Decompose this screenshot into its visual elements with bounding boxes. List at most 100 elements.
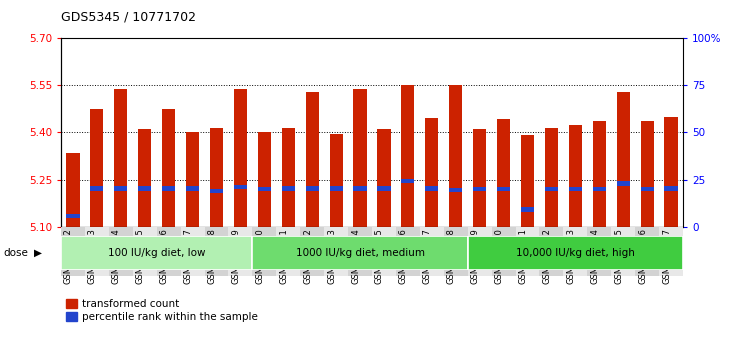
Text: GSM1502422: GSM1502422 (304, 228, 312, 284)
Bar (612, 227, 635, 276)
Text: ▶: ▶ (34, 248, 42, 258)
Bar (593, 121, 606, 227)
Text: GSM1502421: GSM1502421 (279, 228, 288, 284)
Bar (210, 128, 223, 227)
Text: GSM1502436: GSM1502436 (638, 228, 647, 284)
Bar (516, 227, 539, 276)
Text: GSM1502424: GSM1502424 (351, 228, 360, 284)
Text: GSM1502435: GSM1502435 (615, 228, 623, 284)
Bar (324, 227, 348, 276)
Bar (664, 187, 678, 191)
Text: GSM1502417: GSM1502417 (184, 228, 193, 284)
Bar (545, 187, 558, 191)
Bar (282, 128, 295, 227)
Bar (664, 117, 678, 227)
Bar (396, 227, 420, 276)
Bar (115, 89, 127, 227)
Bar (66, 153, 80, 227)
Bar (372, 227, 396, 276)
Bar (659, 227, 683, 276)
Bar (443, 227, 468, 276)
Bar (210, 189, 223, 193)
Bar (186, 187, 199, 191)
Text: GSM1502431: GSM1502431 (519, 228, 527, 284)
Bar (90, 187, 103, 191)
Bar (66, 214, 80, 218)
Bar (377, 187, 391, 191)
Bar (234, 89, 247, 227)
Bar (282, 187, 295, 191)
Text: GSM1502437: GSM1502437 (662, 228, 671, 284)
Text: 100 IU/kg diet, low: 100 IU/kg diet, low (108, 248, 205, 258)
Bar (521, 208, 534, 212)
Bar (138, 129, 151, 227)
Bar (641, 187, 654, 191)
Text: GSM1502430: GSM1502430 (495, 228, 504, 284)
Bar (473, 129, 487, 227)
Bar (617, 91, 629, 227)
Bar (545, 128, 558, 227)
Bar (348, 227, 372, 276)
Bar (593, 187, 606, 191)
Bar (587, 227, 612, 276)
Text: GSM1502423: GSM1502423 (327, 228, 336, 284)
Bar (276, 227, 301, 276)
Text: GSM1502427: GSM1502427 (423, 228, 432, 284)
Text: 1000 IU/kg diet, medium: 1000 IU/kg diet, medium (295, 248, 425, 258)
Text: 10,000 IU/kg diet, high: 10,000 IU/kg diet, high (516, 248, 635, 258)
Bar (330, 187, 343, 191)
Bar (85, 227, 109, 276)
Text: GSM1502428: GSM1502428 (446, 228, 456, 284)
Bar (353, 187, 367, 191)
Text: GSM1502415: GSM1502415 (135, 228, 145, 284)
Bar (61, 227, 85, 276)
Bar (138, 187, 151, 191)
Bar (330, 134, 343, 227)
Bar (162, 109, 176, 227)
Bar (181, 227, 205, 276)
Bar (157, 227, 181, 276)
Bar (401, 179, 414, 183)
Text: GSM1502434: GSM1502434 (590, 228, 599, 284)
Text: GSM1502418: GSM1502418 (208, 228, 217, 284)
Bar (252, 236, 468, 270)
Text: GSM1502412: GSM1502412 (64, 228, 73, 284)
Bar (257, 187, 271, 191)
Text: GSM1502429: GSM1502429 (471, 228, 480, 284)
Bar (426, 187, 438, 191)
Text: dose: dose (4, 248, 28, 258)
Bar (401, 85, 414, 227)
Bar (568, 187, 582, 191)
Bar (306, 187, 318, 191)
Bar (132, 227, 157, 276)
Bar (563, 227, 587, 276)
Bar (539, 227, 563, 276)
Bar (162, 187, 176, 191)
Text: GSM1502416: GSM1502416 (160, 228, 169, 284)
Text: GSM1502426: GSM1502426 (399, 228, 408, 284)
Bar (568, 125, 582, 227)
Bar (90, 109, 103, 227)
Bar (468, 236, 683, 270)
Bar (353, 89, 367, 227)
Text: GSM1502413: GSM1502413 (88, 228, 97, 284)
Bar (205, 227, 228, 276)
Text: GSM1502419: GSM1502419 (231, 228, 240, 284)
Text: GSM1502414: GSM1502414 (112, 228, 121, 284)
Bar (115, 187, 127, 191)
Bar (497, 119, 510, 227)
Bar (377, 129, 391, 227)
Bar (301, 227, 324, 276)
Bar (426, 118, 438, 227)
Bar (420, 227, 443, 276)
Legend: transformed count, percentile rank within the sample: transformed count, percentile rank withi… (66, 299, 257, 322)
Bar (617, 182, 629, 185)
Text: GDS5345 / 10771702: GDS5345 / 10771702 (61, 11, 196, 24)
Bar (468, 227, 492, 276)
Bar (635, 227, 659, 276)
Bar (641, 121, 654, 227)
Bar (473, 187, 487, 191)
Text: GSM1502420: GSM1502420 (255, 228, 264, 284)
Text: GSM1502432: GSM1502432 (542, 228, 551, 284)
Bar (306, 91, 318, 227)
